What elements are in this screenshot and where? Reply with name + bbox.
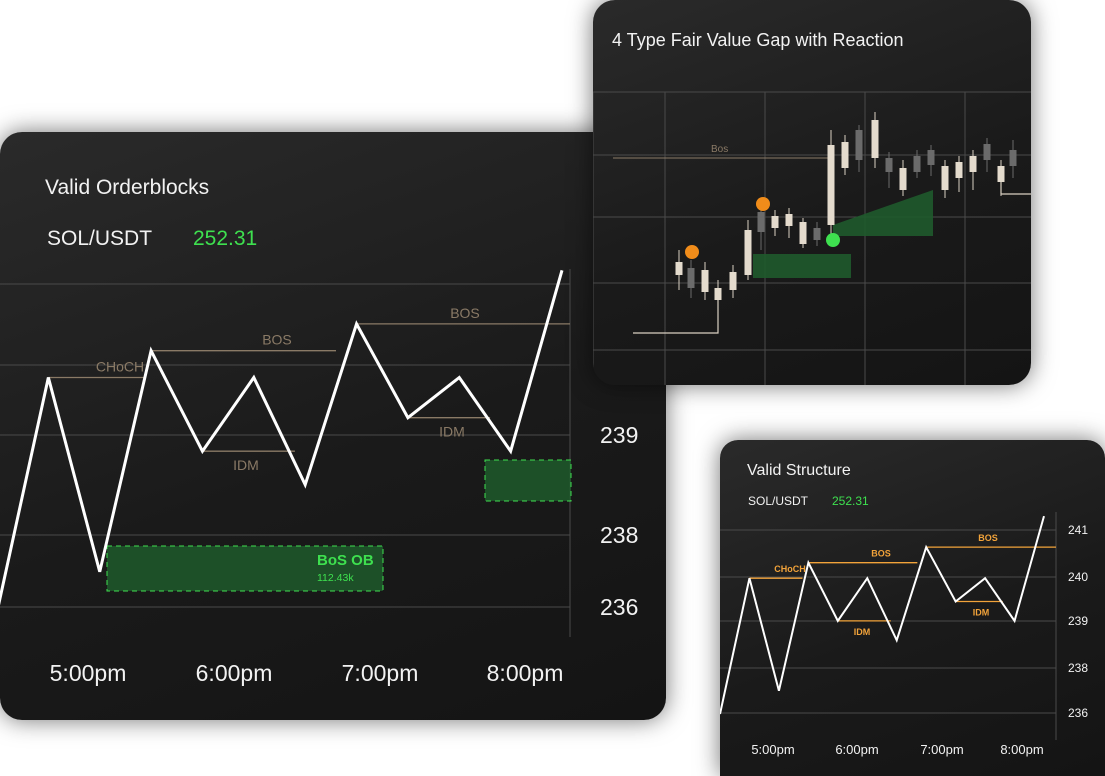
candle-body-23 xyxy=(997,166,1005,182)
x-tick-2: 7:00pm xyxy=(920,742,963,757)
reaction-marker-orange-1 xyxy=(756,197,770,211)
annotation-label-2: BOS xyxy=(450,305,480,321)
candle-body-5 xyxy=(744,230,752,275)
annotation-label-2: BOS xyxy=(978,533,998,543)
x-tick-0: 5:00pm xyxy=(751,742,794,757)
structure-price: 252.31 xyxy=(832,494,869,508)
x-tick-1: 6:00pm xyxy=(835,742,878,757)
y-tick-241: 241 xyxy=(1068,523,1088,537)
candle-body-22 xyxy=(983,144,991,160)
candle-body-4 xyxy=(729,272,737,290)
y-tick-236: 236 xyxy=(600,594,638,620)
candle-body-17 xyxy=(913,156,921,172)
annotation-label-4: IDM xyxy=(439,424,465,440)
orderblocks-title: Valid Orderblocks xyxy=(45,176,210,199)
orderblocks-card: Valid Orderblocks SOL/USDT 252.31 CHoCH B… xyxy=(0,132,666,720)
candle-body-24 xyxy=(1009,150,1017,166)
candle-body-1 xyxy=(687,268,695,288)
y-tick-239: 239 xyxy=(1068,614,1088,628)
fvg-chart: Bos xyxy=(593,91,1031,385)
candle-body-10 xyxy=(813,228,821,240)
price-line xyxy=(0,269,564,606)
fvg-card: 4 Type Fair Value Gap with Reaction Bos xyxy=(593,0,1031,385)
x-tick-2: 7:00pm xyxy=(342,660,419,686)
fvg-title: 4 Type Fair Value Gap with Reaction xyxy=(612,30,904,50)
annotation-label-1: BOS xyxy=(262,332,292,348)
candle-body-6 xyxy=(757,212,765,232)
candle-body-9 xyxy=(799,222,807,244)
candle-body-3 xyxy=(714,288,722,300)
fvg-zone-1 xyxy=(833,190,933,236)
annotation-label-0: CHoCH xyxy=(774,564,806,574)
x-tick-0: 5:00pm xyxy=(50,660,127,686)
ob-zone-0 xyxy=(106,545,384,592)
candle-body-8 xyxy=(785,214,793,226)
annotation-label-3: IDM xyxy=(233,457,259,473)
y-tick-236: 236 xyxy=(1068,706,1088,720)
candle-body-16 xyxy=(899,168,907,190)
candle-body-2 xyxy=(701,270,709,292)
step-line-1 xyxy=(1000,180,1031,195)
annotation-label-0: CHoCH xyxy=(96,359,144,375)
orderblocks-pair: SOL/USDT xyxy=(47,227,153,250)
y-tick-240: 240 xyxy=(1068,570,1088,584)
x-tick-1: 6:00pm xyxy=(196,660,273,686)
zone-value: 112.43k xyxy=(317,572,354,584)
reaction-marker-orange-0 xyxy=(685,245,699,259)
candle-body-12 xyxy=(841,142,849,168)
candle-body-19 xyxy=(941,166,949,190)
candle-body-15 xyxy=(885,158,893,172)
structure-pair: SOL/USDT xyxy=(748,494,809,508)
structure-title: Valid Structure xyxy=(747,462,851,479)
candle-body-11 xyxy=(827,145,835,225)
zone-label: BoS OB xyxy=(317,552,374,569)
fvg-zone-0 xyxy=(753,254,851,278)
structure-chart: CHoCH BOS BOS IDM IDM 241 240 239 238 236 5:00pm 6:… xyxy=(720,512,1088,757)
ob-zone-1 xyxy=(484,459,572,502)
candle-body-13 xyxy=(855,130,863,160)
x-tick-3: 8:00pm xyxy=(487,660,564,686)
y-tick-239: 239 xyxy=(600,422,638,448)
structure-card: Valid Structure SOL/USDT 252.31 CHoCH BOS… xyxy=(720,440,1105,776)
bos-label: Bos xyxy=(711,144,728,155)
annotation-label-3: IDM xyxy=(854,627,871,637)
candle-body-18 xyxy=(927,150,935,165)
step-line-0 xyxy=(633,300,719,334)
candle-body-7 xyxy=(771,216,779,228)
reaction-marker-green xyxy=(826,233,840,247)
candle-body-21 xyxy=(969,156,977,172)
orderblocks-price: 252.31 xyxy=(193,227,258,250)
annotation-label-4: IDM xyxy=(973,607,990,617)
candle-body-20 xyxy=(955,162,963,178)
x-tick-3: 8:00pm xyxy=(1000,742,1043,757)
annotation-label-1: BOS xyxy=(871,549,891,559)
y-tick-238: 238 xyxy=(1068,661,1088,675)
price-line xyxy=(720,515,1045,715)
candle-body-0 xyxy=(675,262,683,275)
y-tick-238: 238 xyxy=(600,522,638,548)
candle-body-14 xyxy=(871,120,879,158)
